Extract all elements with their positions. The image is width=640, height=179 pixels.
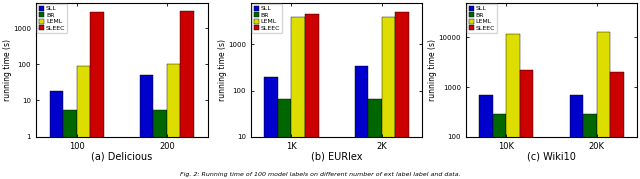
Text: Fig. 2: Running time of 100 model labels on different number of ext label label : Fig. 2: Running time of 100 model labels… bbox=[180, 172, 460, 177]
Bar bbox=[278, 99, 291, 179]
Bar bbox=[479, 95, 493, 179]
Legend: SLL, BR, LEML, SLEEC: SLL, BR, LEML, SLEEC bbox=[252, 4, 282, 33]
Bar bbox=[610, 72, 624, 179]
Bar bbox=[368, 99, 382, 179]
Legend: SLL, BR, LEML, SLEEC: SLL, BR, LEML, SLEEC bbox=[37, 4, 67, 33]
Bar bbox=[583, 115, 596, 179]
Bar bbox=[305, 14, 319, 179]
X-axis label: (a) Delicious: (a) Delicious bbox=[91, 152, 152, 162]
Bar bbox=[596, 32, 610, 179]
Bar bbox=[49, 91, 63, 179]
Bar bbox=[493, 115, 506, 179]
Bar bbox=[264, 77, 278, 179]
Bar bbox=[180, 11, 194, 179]
Bar bbox=[154, 110, 167, 179]
Bar bbox=[570, 95, 583, 179]
X-axis label: (b) EURlex: (b) EURlex bbox=[311, 152, 362, 162]
Y-axis label: running time (s): running time (s) bbox=[218, 39, 227, 101]
Y-axis label: running time (s): running time (s) bbox=[428, 39, 437, 101]
Bar bbox=[520, 70, 533, 179]
Bar bbox=[382, 17, 396, 179]
Bar bbox=[77, 66, 90, 179]
Legend: SLL, BR, LEML, SLEEC: SLL, BR, LEML, SLEEC bbox=[467, 4, 497, 33]
Bar bbox=[167, 64, 180, 179]
Bar bbox=[396, 12, 409, 179]
X-axis label: (c) Wiki10: (c) Wiki10 bbox=[527, 152, 576, 162]
Y-axis label: running time (s): running time (s) bbox=[3, 39, 12, 101]
Bar bbox=[506, 33, 520, 179]
Bar bbox=[291, 17, 305, 179]
Bar bbox=[90, 12, 104, 179]
Bar bbox=[355, 66, 368, 179]
Bar bbox=[140, 75, 154, 179]
Bar bbox=[63, 110, 77, 179]
